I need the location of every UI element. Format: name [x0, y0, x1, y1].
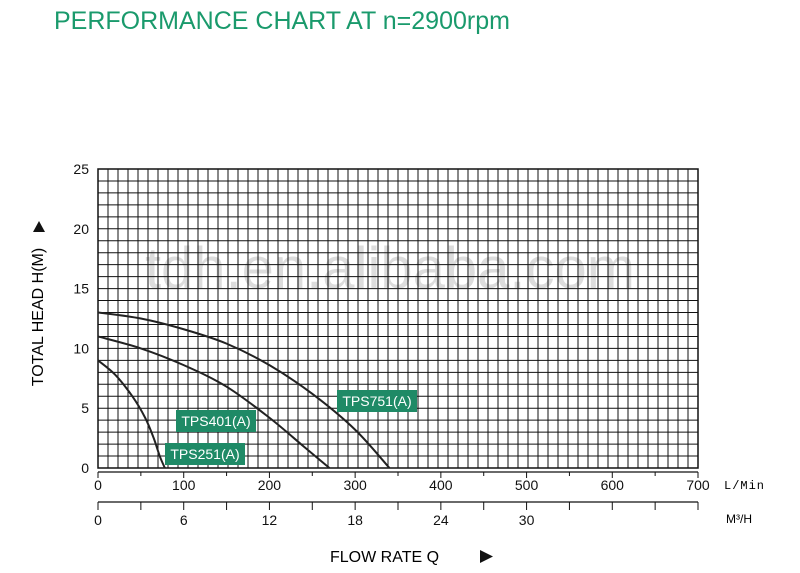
- y-axis-arrow-icon: [33, 221, 45, 232]
- x-axis-arrow-icon: [480, 550, 493, 563]
- x2-axis: 0 6 12 18 24 30: [94, 501, 699, 528]
- curve-tps751-a-: [97, 311, 391, 469]
- y-tick-label: 15: [73, 281, 89, 297]
- x-unit-label: L/Min: [724, 479, 765, 493]
- y-axis-title: TOTAL HEAD H(M): [30, 248, 47, 386]
- x-axis-title: FLOW RATE Q: [330, 549, 439, 566]
- x-tick-label: 100: [172, 477, 196, 493]
- y-axis: 0 5 10 15 20 25: [73, 161, 89, 476]
- curve-tps401-a-: [97, 335, 331, 469]
- x-axis: 0 100 200 300 400 500 600 700: [94, 471, 710, 493]
- series-label-badge: [176, 410, 256, 432]
- x-tick-label: 500: [515, 477, 539, 493]
- x2-tick-label: 18: [347, 512, 363, 528]
- series-label: TPS401(A): [181, 413, 250, 429]
- y-tick-label: 20: [73, 221, 89, 237]
- x2-tick-label: 12: [262, 512, 278, 528]
- series-label: TPS751(A): [342, 393, 411, 409]
- curves: [97, 311, 391, 469]
- y-tick-label: 5: [81, 400, 89, 416]
- watermark: tdh.en.alibaba.com: [145, 236, 635, 301]
- series-label-badge: [337, 390, 417, 412]
- series-labels: TPS251(A) TPS401(A) TPS751(A): [165, 390, 417, 465]
- curve-tps251-a-: [97, 359, 166, 469]
- chart-title: PERFORMANCE CHART AT n=2900rpm: [54, 7, 510, 35]
- x-tick-label: 700: [686, 477, 710, 493]
- x-tick-label: 400: [429, 477, 453, 493]
- plot-border: [97, 168, 699, 469]
- x-tick-label: 300: [343, 477, 367, 493]
- x2-unit-label: M³/H: [726, 512, 752, 526]
- x2-tick-label: 30: [519, 512, 535, 528]
- x2-tick-label: 24: [433, 512, 449, 528]
- y-tick-label: 25: [73, 161, 89, 177]
- series-label: TPS251(A): [170, 446, 239, 462]
- x2-tick-label: 6: [180, 512, 188, 528]
- y-tick-label: 10: [73, 340, 89, 356]
- y-tick-label: 0: [81, 460, 89, 476]
- x-tick-label: 200: [258, 477, 282, 493]
- x-tick-label: 600: [601, 477, 625, 493]
- series-label-badge: [165, 443, 245, 465]
- x-tick-label: 0: [94, 477, 102, 493]
- x2-tick-label: 0: [94, 512, 102, 528]
